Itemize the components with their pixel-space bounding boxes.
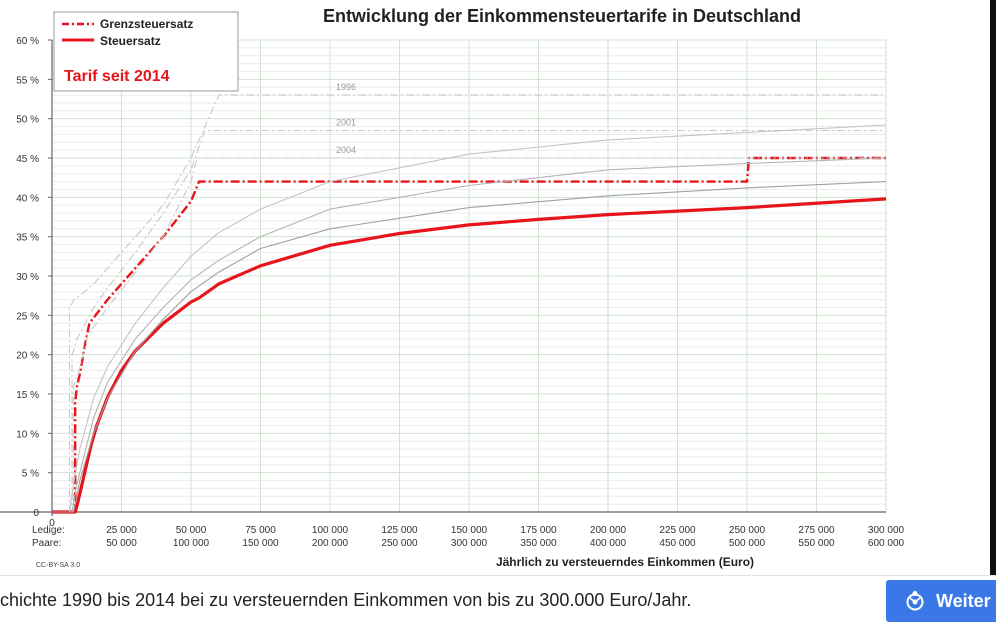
y-tick-label: 45 % bbox=[16, 154, 39, 165]
license-note: CC-BY-SA 3.0 bbox=[36, 562, 80, 569]
series-avg-2014 bbox=[52, 197, 887, 514]
x-zero-label: 0 bbox=[49, 518, 55, 529]
x-tick-label-paare: 50 000 bbox=[106, 538, 137, 549]
y-tick-label: 15 % bbox=[16, 390, 39, 401]
x-tick-label-paare: 250 000 bbox=[381, 538, 418, 549]
x-tick-label-paare: 350 000 bbox=[520, 538, 557, 549]
y-tick-label: 5 % bbox=[22, 469, 39, 480]
x-tick-label-paare: 500 000 bbox=[729, 538, 766, 549]
more-button[interactable]: Weiter bbox=[886, 580, 996, 622]
year-annotation: 2004 bbox=[336, 145, 356, 155]
wikimedia-icon bbox=[906, 591, 924, 611]
image-caption: chichte 1990 bis 2014 bei zu versteuernd… bbox=[0, 590, 692, 610]
series-avg-2001 bbox=[52, 157, 887, 513]
x-tick-label-paare: 550 000 bbox=[798, 538, 835, 549]
y-tick-label: 35 % bbox=[16, 233, 39, 244]
x-tick-label-ledige: 225 000 bbox=[659, 525, 696, 536]
x-tick-label-ledige: 150 000 bbox=[451, 525, 488, 536]
tax-rate-chart: 0 5 % 10 % 15 % 20 % 25 % 30 % 35 % 40 % 45 % 50 %… bbox=[0, 6, 905, 569]
legend-label-grenzsteuersatz: Grenzsteuersatz bbox=[100, 17, 193, 31]
year-annotation: 2001 bbox=[336, 117, 356, 127]
x-tick-label-paare: 400 000 bbox=[590, 538, 627, 549]
y-tick-label: 60 % bbox=[16, 36, 39, 47]
x-tick-label-ledige: 100 000 bbox=[312, 525, 349, 536]
x-tick-label-ledige: 275 000 bbox=[798, 525, 835, 536]
legend-label-steuersatz: Steuersatz bbox=[100, 34, 161, 48]
x-row-label-paare: Paare: bbox=[32, 538, 61, 549]
x-tick-label-paare: 300 000 bbox=[451, 538, 488, 549]
x-tick-label-ledige: 175 000 bbox=[520, 525, 557, 536]
x-axis-title: Jährlich zu versteuerndes Einkommen (Eur… bbox=[496, 555, 754, 569]
chart-area: 0 5 % 10 % 15 % 20 % 25 % 30 % 35 % 40 % 45 % 50 %… bbox=[0, 6, 905, 569]
x-tick-label-paare: 150 000 bbox=[242, 538, 279, 549]
caption-bar: chichte 1990 bis 2014 bei zu versteuernd… bbox=[0, 575, 996, 632]
x-tick-label-paare: 100 000 bbox=[173, 538, 210, 549]
window-edge bbox=[990, 0, 996, 575]
y-tick-label: 40 % bbox=[16, 193, 39, 204]
chart-title: Entwicklung der Einkommensteuertarife in… bbox=[323, 6, 801, 26]
y-tick-label: 0 bbox=[33, 508, 39, 519]
x-tick-label-ledige: 50 000 bbox=[176, 525, 207, 536]
x-tick-label-ledige: 300 000 bbox=[868, 525, 905, 536]
x-tick-label-paare: 200 000 bbox=[312, 538, 349, 549]
series-avg-2004 bbox=[52, 181, 887, 513]
x-row-label-ledige: Ledige: bbox=[32, 525, 65, 536]
year-annotation: 1996 bbox=[336, 82, 356, 92]
x-tick-label-ledige: 125 000 bbox=[381, 525, 418, 536]
y-tick-label: 25 % bbox=[16, 311, 39, 322]
more-button-label: Weiter bbox=[936, 590, 991, 611]
series-avg-1996 bbox=[52, 124, 887, 513]
y-tick-label: 50 % bbox=[16, 115, 39, 126]
legend-box bbox=[53, 11, 239, 92]
series-marginal-2001 bbox=[52, 129, 886, 513]
y-tick-label: 55 % bbox=[16, 75, 39, 86]
x-tick-label-ledige: 200 000 bbox=[590, 525, 627, 536]
x-tick-label-paare: 600 000 bbox=[868, 538, 905, 549]
x-tick-label-paare: 450 000 bbox=[659, 538, 696, 549]
series-marginal-1996 bbox=[52, 94, 886, 513]
series-marginal-2004 bbox=[52, 157, 886, 513]
y-tick-label: 10 % bbox=[16, 429, 39, 440]
x-tick-label-ledige: 25 000 bbox=[106, 525, 137, 536]
x-tick-label-ledige: 250 000 bbox=[729, 525, 766, 536]
y-tick-label: 30 % bbox=[16, 272, 39, 283]
legend-note: Tarif seit 2014 bbox=[64, 68, 170, 85]
y-tick-label: 20 % bbox=[16, 351, 39, 362]
x-tick-label-ledige: 75 000 bbox=[245, 525, 276, 536]
